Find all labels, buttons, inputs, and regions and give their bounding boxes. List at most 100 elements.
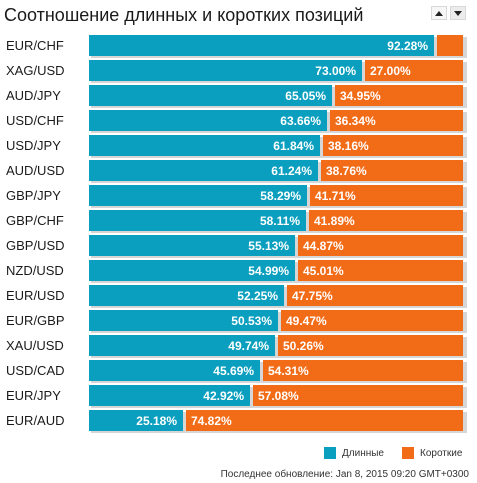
legend-swatch-short <box>402 447 414 459</box>
pair-row: EUR/AUD 25.18% 74.82% <box>0 408 477 433</box>
pair-row: XAU/USD 49.74% 50.26% <box>0 333 477 358</box>
bar-track: 58.11% 41.89% <box>89 210 463 231</box>
pair-label: EUR/GBP <box>6 313 65 328</box>
legend-label-short: Короткие <box>420 447 463 459</box>
long-value: 63.66% <box>280 114 321 128</box>
long-value: 92.28% <box>387 39 428 53</box>
long-bar: 58.11% <box>89 210 306 231</box>
short-bar: 41.89% <box>309 210 463 231</box>
long-bar: 55.13% <box>89 235 295 256</box>
pair-label: NZD/USD <box>6 263 64 278</box>
pair-label: AUD/USD <box>6 163 65 178</box>
long-value: 52.25% <box>237 289 278 303</box>
pair-label: EUR/JPY <box>6 388 61 403</box>
pair-label: GBP/USD <box>6 238 65 253</box>
short-value: 45.01% <box>303 264 344 278</box>
legend: Длинные Короткие <box>324 447 462 459</box>
pair-label: AUD/JPY <box>6 88 61 103</box>
pair-row: GBP/USD 55.13% 44.87% <box>0 233 477 258</box>
short-bar: 49.47% <box>281 310 463 331</box>
pair-row: AUD/USD 61.24% 38.76% <box>0 158 477 183</box>
sort-up-button[interactable] <box>431 6 447 20</box>
long-bar: 63.66% <box>89 110 327 131</box>
long-bar: 65.05% <box>89 85 332 106</box>
short-value: 34.95% <box>340 89 381 103</box>
long-value: 54.99% <box>248 264 289 278</box>
short-bar: 38.76% <box>321 160 463 181</box>
pair-label: EUR/CHF <box>6 38 64 53</box>
short-value: 57.08% <box>258 389 299 403</box>
long-bar: 92.28% <box>89 35 434 56</box>
long-bar: 42.92% <box>89 385 250 406</box>
short-value: 41.89% <box>314 214 355 228</box>
long-bar: 54.99% <box>89 260 295 281</box>
pair-label: EUR/USD <box>6 288 65 303</box>
sort-down-button[interactable] <box>450 6 466 20</box>
bar-track: 52.25% 47.75% <box>89 285 463 306</box>
long-value: 55.13% <box>248 239 289 253</box>
short-bar: 41.71% <box>310 185 463 206</box>
pair-row: AUD/JPY 65.05% 34.95% <box>0 83 477 108</box>
long-value: 42.92% <box>203 389 244 403</box>
bar-track: 49.74% 50.26% <box>89 335 463 356</box>
short-bar: 47.75% <box>287 285 463 306</box>
pair-row: GBP/JPY 58.29% 41.71% <box>0 183 477 208</box>
bar-track: 50.53% 49.47% <box>89 310 463 331</box>
pair-label: EUR/AUD <box>6 413 65 428</box>
short-value: 47.75% <box>292 289 333 303</box>
pair-row: EUR/USD 52.25% 47.75% <box>0 283 477 308</box>
legend-label-long: Длинные <box>342 447 384 459</box>
short-bar: 34.95% <box>335 85 463 106</box>
long-bar: 61.24% <box>89 160 318 181</box>
pair-label: GBP/JPY <box>6 188 61 203</box>
bar-track: 45.69% 54.31% <box>89 360 463 381</box>
short-bar <box>437 35 463 56</box>
pair-row: USD/CHF 63.66% 36.34% <box>0 108 477 133</box>
pair-row: EUR/GBP 50.53% 49.47% <box>0 308 477 333</box>
pair-row: USD/JPY 61.84% 38.16% <box>0 133 477 158</box>
legend-item-long: Длинные <box>324 447 384 459</box>
bar-track: 61.84% 38.16% <box>89 135 463 156</box>
short-value: 44.87% <box>303 239 344 253</box>
long-value: 61.24% <box>271 164 312 178</box>
short-value: 38.76% <box>326 164 367 178</box>
long-bar: 52.25% <box>89 285 284 306</box>
short-bar: 44.87% <box>298 235 463 256</box>
long-value: 50.53% <box>231 314 272 328</box>
short-bar: 57.08% <box>253 385 463 406</box>
pair-label: XAU/USD <box>6 338 64 353</box>
bar-track: 73.00% 27.00% <box>89 60 463 81</box>
bar-track: 63.66% 36.34% <box>89 110 463 131</box>
pair-label: XAG/USD <box>6 63 65 78</box>
legend-swatch-long <box>324 447 336 459</box>
pair-row: NZD/USD 54.99% 45.01% <box>0 258 477 283</box>
sort-down-icon <box>454 10 462 16</box>
long-value: 73.00% <box>315 64 356 78</box>
long-bar: 73.00% <box>89 60 362 81</box>
long-value: 58.29% <box>260 189 301 203</box>
bar-track: 61.24% 38.76% <box>89 160 463 181</box>
pair-label: USD/CHF <box>6 113 64 128</box>
bar-track: 58.29% 41.71% <box>89 185 463 206</box>
long-bar: 49.74% <box>89 335 275 356</box>
pair-label: USD/JPY <box>6 138 61 153</box>
bar-track: 92.28% <box>89 35 463 56</box>
long-bar: 61.84% <box>89 135 320 156</box>
long-value: 65.05% <box>285 89 326 103</box>
short-value: 27.00% <box>370 64 411 78</box>
long-bar: 50.53% <box>89 310 278 331</box>
short-bar: 38.16% <box>323 135 463 156</box>
long-value: 49.74% <box>228 339 269 353</box>
short-bar: 54.31% <box>263 360 463 381</box>
bar-track: 55.13% 44.87% <box>89 235 463 256</box>
last-updated: Последнее обновление: Jan 8, 2015 09:20 … <box>220 469 469 480</box>
long-bar: 45.69% <box>89 360 260 381</box>
short-value: 50.26% <box>283 339 324 353</box>
bar-track: 42.92% 57.08% <box>89 385 463 406</box>
short-value: 54.31% <box>268 364 309 378</box>
chart-title: Соотношение длинных и коротких позиций <box>4 5 364 25</box>
bar-track: 65.05% 34.95% <box>89 85 463 106</box>
sort-controls <box>431 6 466 20</box>
short-value: 41.71% <box>315 189 356 203</box>
pair-row: EUR/JPY 42.92% 57.08% <box>0 383 477 408</box>
